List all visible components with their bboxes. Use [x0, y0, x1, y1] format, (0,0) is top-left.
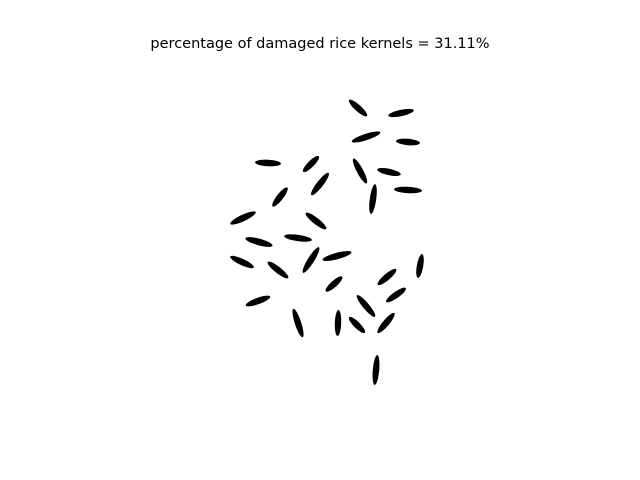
- rice-kernel: [369, 184, 377, 214]
- rice-kernel: [352, 158, 368, 184]
- rice-kernel: [325, 276, 343, 292]
- rice-kernel: [272, 187, 288, 207]
- rice-kernel: [230, 211, 256, 225]
- figure-title: percentage of damaged rice kernels = 31.…: [150, 36, 490, 52]
- rice-kernel: [305, 212, 327, 230]
- rice-kernel: [377, 312, 395, 334]
- rice-kernel: [267, 261, 289, 279]
- rice-kernel: [348, 99, 368, 117]
- rice-kernel: [302, 155, 320, 173]
- rice-kernel: [245, 295, 271, 307]
- rice-kernel: [334, 310, 342, 336]
- rice-kernel: [322, 251, 352, 261]
- rice-kernel: [284, 234, 312, 242]
- rice-kernel: [230, 255, 254, 269]
- rice-kernel: [255, 159, 281, 167]
- rice-kernel: [416, 254, 424, 278]
- rice-kernels-group: [230, 99, 424, 385]
- rice-kernel: [292, 308, 304, 338]
- rice-kernel: [302, 247, 320, 273]
- rice-kernel: [388, 108, 414, 118]
- rice-kernel: [377, 268, 397, 286]
- rice-kernel: [351, 131, 381, 143]
- rice-kernel: [386, 287, 406, 303]
- rice-kernel: [396, 138, 420, 146]
- rice-kernel: [356, 295, 376, 317]
- rice-kernel: [311, 172, 329, 196]
- rice-kernel: [394, 186, 422, 194]
- rice-kernel: [245, 237, 273, 247]
- rice-kernel: [372, 355, 380, 385]
- rice-kernel: [377, 167, 401, 177]
- rice-kernel: [348, 316, 366, 334]
